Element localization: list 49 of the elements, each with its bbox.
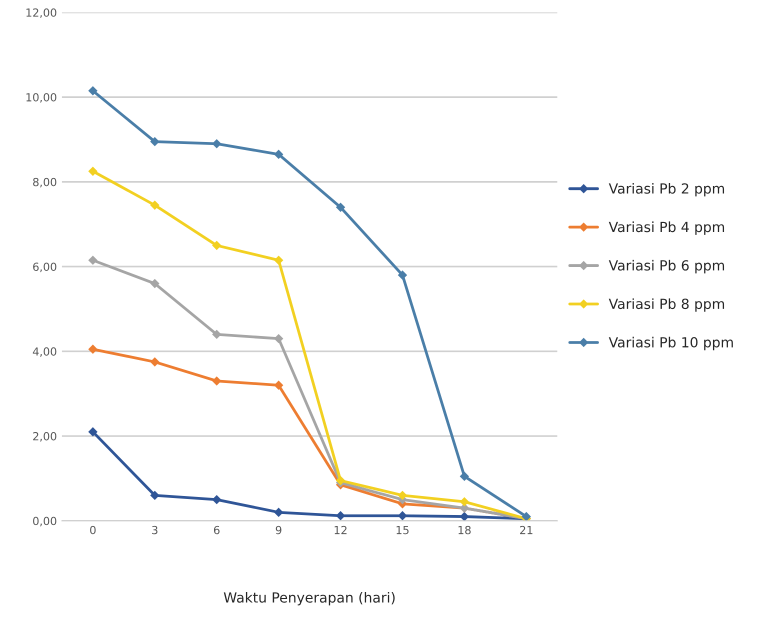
x-axis-title: Waktu Penyerapan (hari) [224,592,395,606]
y-tick-label: 2,00 [33,432,56,442]
point [88,256,98,265]
y-tick-label: 6,00 [33,262,56,272]
legend-label: Variasi Pb 6 ppm [608,260,724,274]
point [460,472,469,481]
y-tick-label: 4,00 [32,347,56,357]
point [212,139,222,148]
y-tick-label: 12,00 [26,8,56,18]
point [398,511,407,520]
point [88,86,98,96]
point [274,380,284,390]
point [274,150,284,159]
legend-label: Variasi Pb 2 ppm [608,182,724,196]
point [274,508,284,517]
x-tick-label: 9 [276,526,282,534]
point [150,490,160,500]
point [274,256,284,265]
point [150,200,160,210]
x-tick-label: 18 [458,526,471,534]
point [212,330,222,339]
x-tick-label: 3 [152,526,158,534]
point [88,166,98,176]
point [274,334,284,344]
point [336,202,346,212]
point [398,490,407,500]
point [88,427,98,436]
point [460,512,469,521]
x-tick-label: 15 [396,526,409,534]
x-tick-label: 21 [520,526,532,534]
legend-label: Variasi Pb 4 ppm [608,221,724,235]
legend-label: Variasi Pb 8 ppm [608,298,724,312]
y-tick-label: 0,00 [33,516,56,526]
point [212,240,222,250]
y-tick-label: 8,00 [33,178,56,188]
point [212,495,222,504]
x-tick-label: 12 [334,526,347,534]
point [336,476,346,485]
legend-label: Variasi Pb 10 ppm [608,336,733,350]
point [460,497,469,506]
y-tick-label: 10,00 [26,93,56,103]
x-tick-label: 6 [214,526,220,534]
point [150,279,160,288]
point [212,376,222,386]
point [150,137,160,146]
point [398,270,407,280]
point [88,344,98,354]
point [150,357,160,366]
x-tick-label: 0 [90,526,96,534]
